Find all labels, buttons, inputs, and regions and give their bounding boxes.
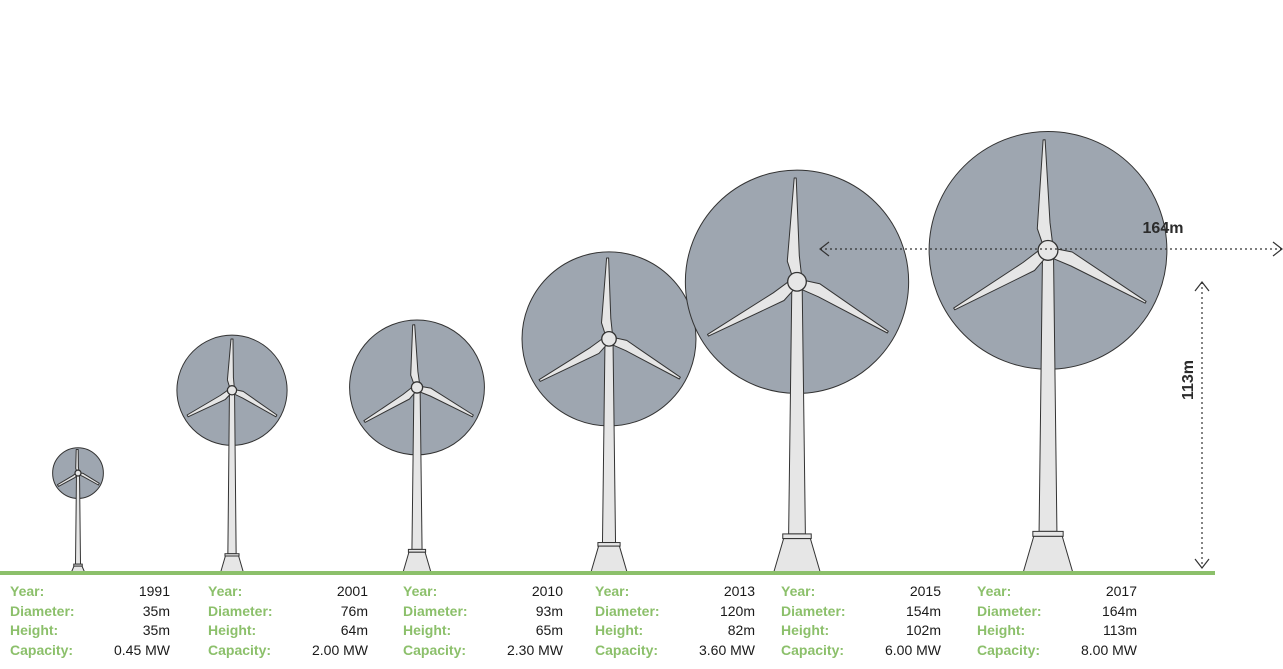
info-row-year: Year: 2001 xyxy=(208,583,368,599)
turbine-info-2013: Year: 2013 Diameter: 120m Height: 82m Capac… xyxy=(595,582,755,660)
foundation-2017 xyxy=(1022,535,1074,574)
info-row-year: Year: 2013 xyxy=(595,583,755,599)
diameter-arrow-right xyxy=(1272,241,1283,257)
turbine-2015 xyxy=(707,177,889,574)
tower-2015 xyxy=(788,281,806,535)
tower-2010 xyxy=(411,386,423,550)
info-row-diameter: Diameter: 76m xyxy=(208,602,368,619)
info-row-capacity: Capacity: 2.30 MW xyxy=(403,641,563,658)
tower-flange-2017 xyxy=(1032,530,1064,537)
info-row-diameter: Diameter: 154m xyxy=(781,602,941,619)
rotor-discs xyxy=(52,130,1168,499)
tower-flange-2015 xyxy=(782,533,812,540)
hub-2013 xyxy=(601,330,617,347)
info-row-capacity: Capacity: 3.60 MW xyxy=(595,641,755,658)
info-row-capacity: Capacity: 6.00 MW xyxy=(781,641,941,658)
tower-1991 xyxy=(74,472,82,565)
turbine-info-2017: Year: 2017 Diameter: 164m Height: 113m Capa… xyxy=(977,582,1137,660)
turbine-2013 xyxy=(538,257,681,574)
hub-2015 xyxy=(787,271,807,292)
turbine-2010 xyxy=(363,324,474,574)
turbine-info-2001: Year: 2001 Diameter: 76m Height: 64m Capaci… xyxy=(208,582,368,660)
height-arrow-bottom xyxy=(1194,558,1210,569)
info-row-year: Year: 2017 xyxy=(977,583,1137,599)
turbine-drawings xyxy=(57,139,1147,574)
info-row-height: Height: 35m xyxy=(10,622,170,638)
dimension-annotations: 164m 113m xyxy=(819,220,1283,569)
foundation-2010 xyxy=(402,551,432,574)
info-row-year: Year: 1991 xyxy=(10,583,170,599)
info-row-diameter: Diameter: 120m xyxy=(595,602,755,619)
info-row-capacity: Capacity: 8.00 MW xyxy=(977,641,1137,658)
info-row-capacity: Capacity: 2.00 MW xyxy=(208,641,368,658)
diameter-arrow-left xyxy=(819,241,830,257)
tower-2017 xyxy=(1038,249,1058,532)
foundation-2015 xyxy=(772,538,822,574)
height-label: 113m xyxy=(1180,360,1197,400)
turbine-info-2010: Year: 2010 Diameter: 93m Height: 65m Capaci… xyxy=(403,582,563,660)
diameter-label: 164m xyxy=(1143,220,1184,237)
hub-2017 xyxy=(1037,239,1059,261)
foundation-2013 xyxy=(590,545,628,574)
info-row-diameter: Diameter: 164m xyxy=(977,602,1137,619)
tower-2001 xyxy=(227,389,237,555)
info-row-year: Year: 2015 xyxy=(781,583,941,599)
turbine-info-1991: Year: 1991 Diameter: 35m Height: 35m Capaci… xyxy=(10,582,170,660)
hub-2010 xyxy=(410,381,424,394)
info-row-height: Height: 102m xyxy=(781,622,941,638)
info-row-height: Height: 64m xyxy=(208,622,368,638)
info-row-height: Height: 82m xyxy=(595,622,755,638)
tower-2013 xyxy=(601,338,617,544)
info-row-capacity: Capacity: 0.45 MW xyxy=(10,641,170,658)
info-row-year: Year: 2010 xyxy=(403,583,563,599)
info-row-diameter: Diameter: 93m xyxy=(403,602,563,619)
blade-1991-1 xyxy=(75,449,80,473)
hub-1991 xyxy=(74,469,82,477)
height-arrow-top xyxy=(1194,281,1210,292)
turbine-info-2015: Year: 2015 Diameter: 154m Height: 102m Capa… xyxy=(781,582,941,660)
turbine-2017 xyxy=(953,139,1147,574)
info-row-height: Height: 65m xyxy=(403,622,563,638)
tower-flange-2013 xyxy=(597,542,621,547)
foundation-2001 xyxy=(219,555,245,574)
turbine-2001 xyxy=(186,338,278,574)
info-row-diameter: Diameter: 35m xyxy=(10,602,170,619)
hub-2001 xyxy=(226,385,238,396)
info-row-height: Height: 113m xyxy=(977,622,1137,638)
